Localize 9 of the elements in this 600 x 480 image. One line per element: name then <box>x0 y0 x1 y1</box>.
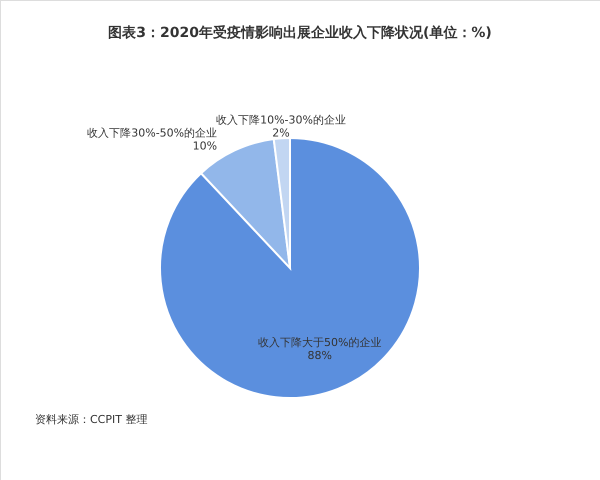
data-label: 88% <box>307 348 332 362</box>
slice-label: 收入下降大于50%的企业 <box>258 336 382 349</box>
data-label: 2% <box>272 126 290 140</box>
data-label: 10% <box>192 140 218 153</box>
slice-label: 收入下降30%-50%的企业 <box>87 126 218 140</box>
text: 资料来源：CCPIT 整理 <box>35 413 148 426</box>
pie-slice <box>159 137 421 399</box>
chart-title: 图表3：2020年受疫情影响出展企业收入下降状况(单位：%) <box>108 24 492 41</box>
slice-label: 收入下降10%-30%的企业 <box>216 113 346 126</box>
